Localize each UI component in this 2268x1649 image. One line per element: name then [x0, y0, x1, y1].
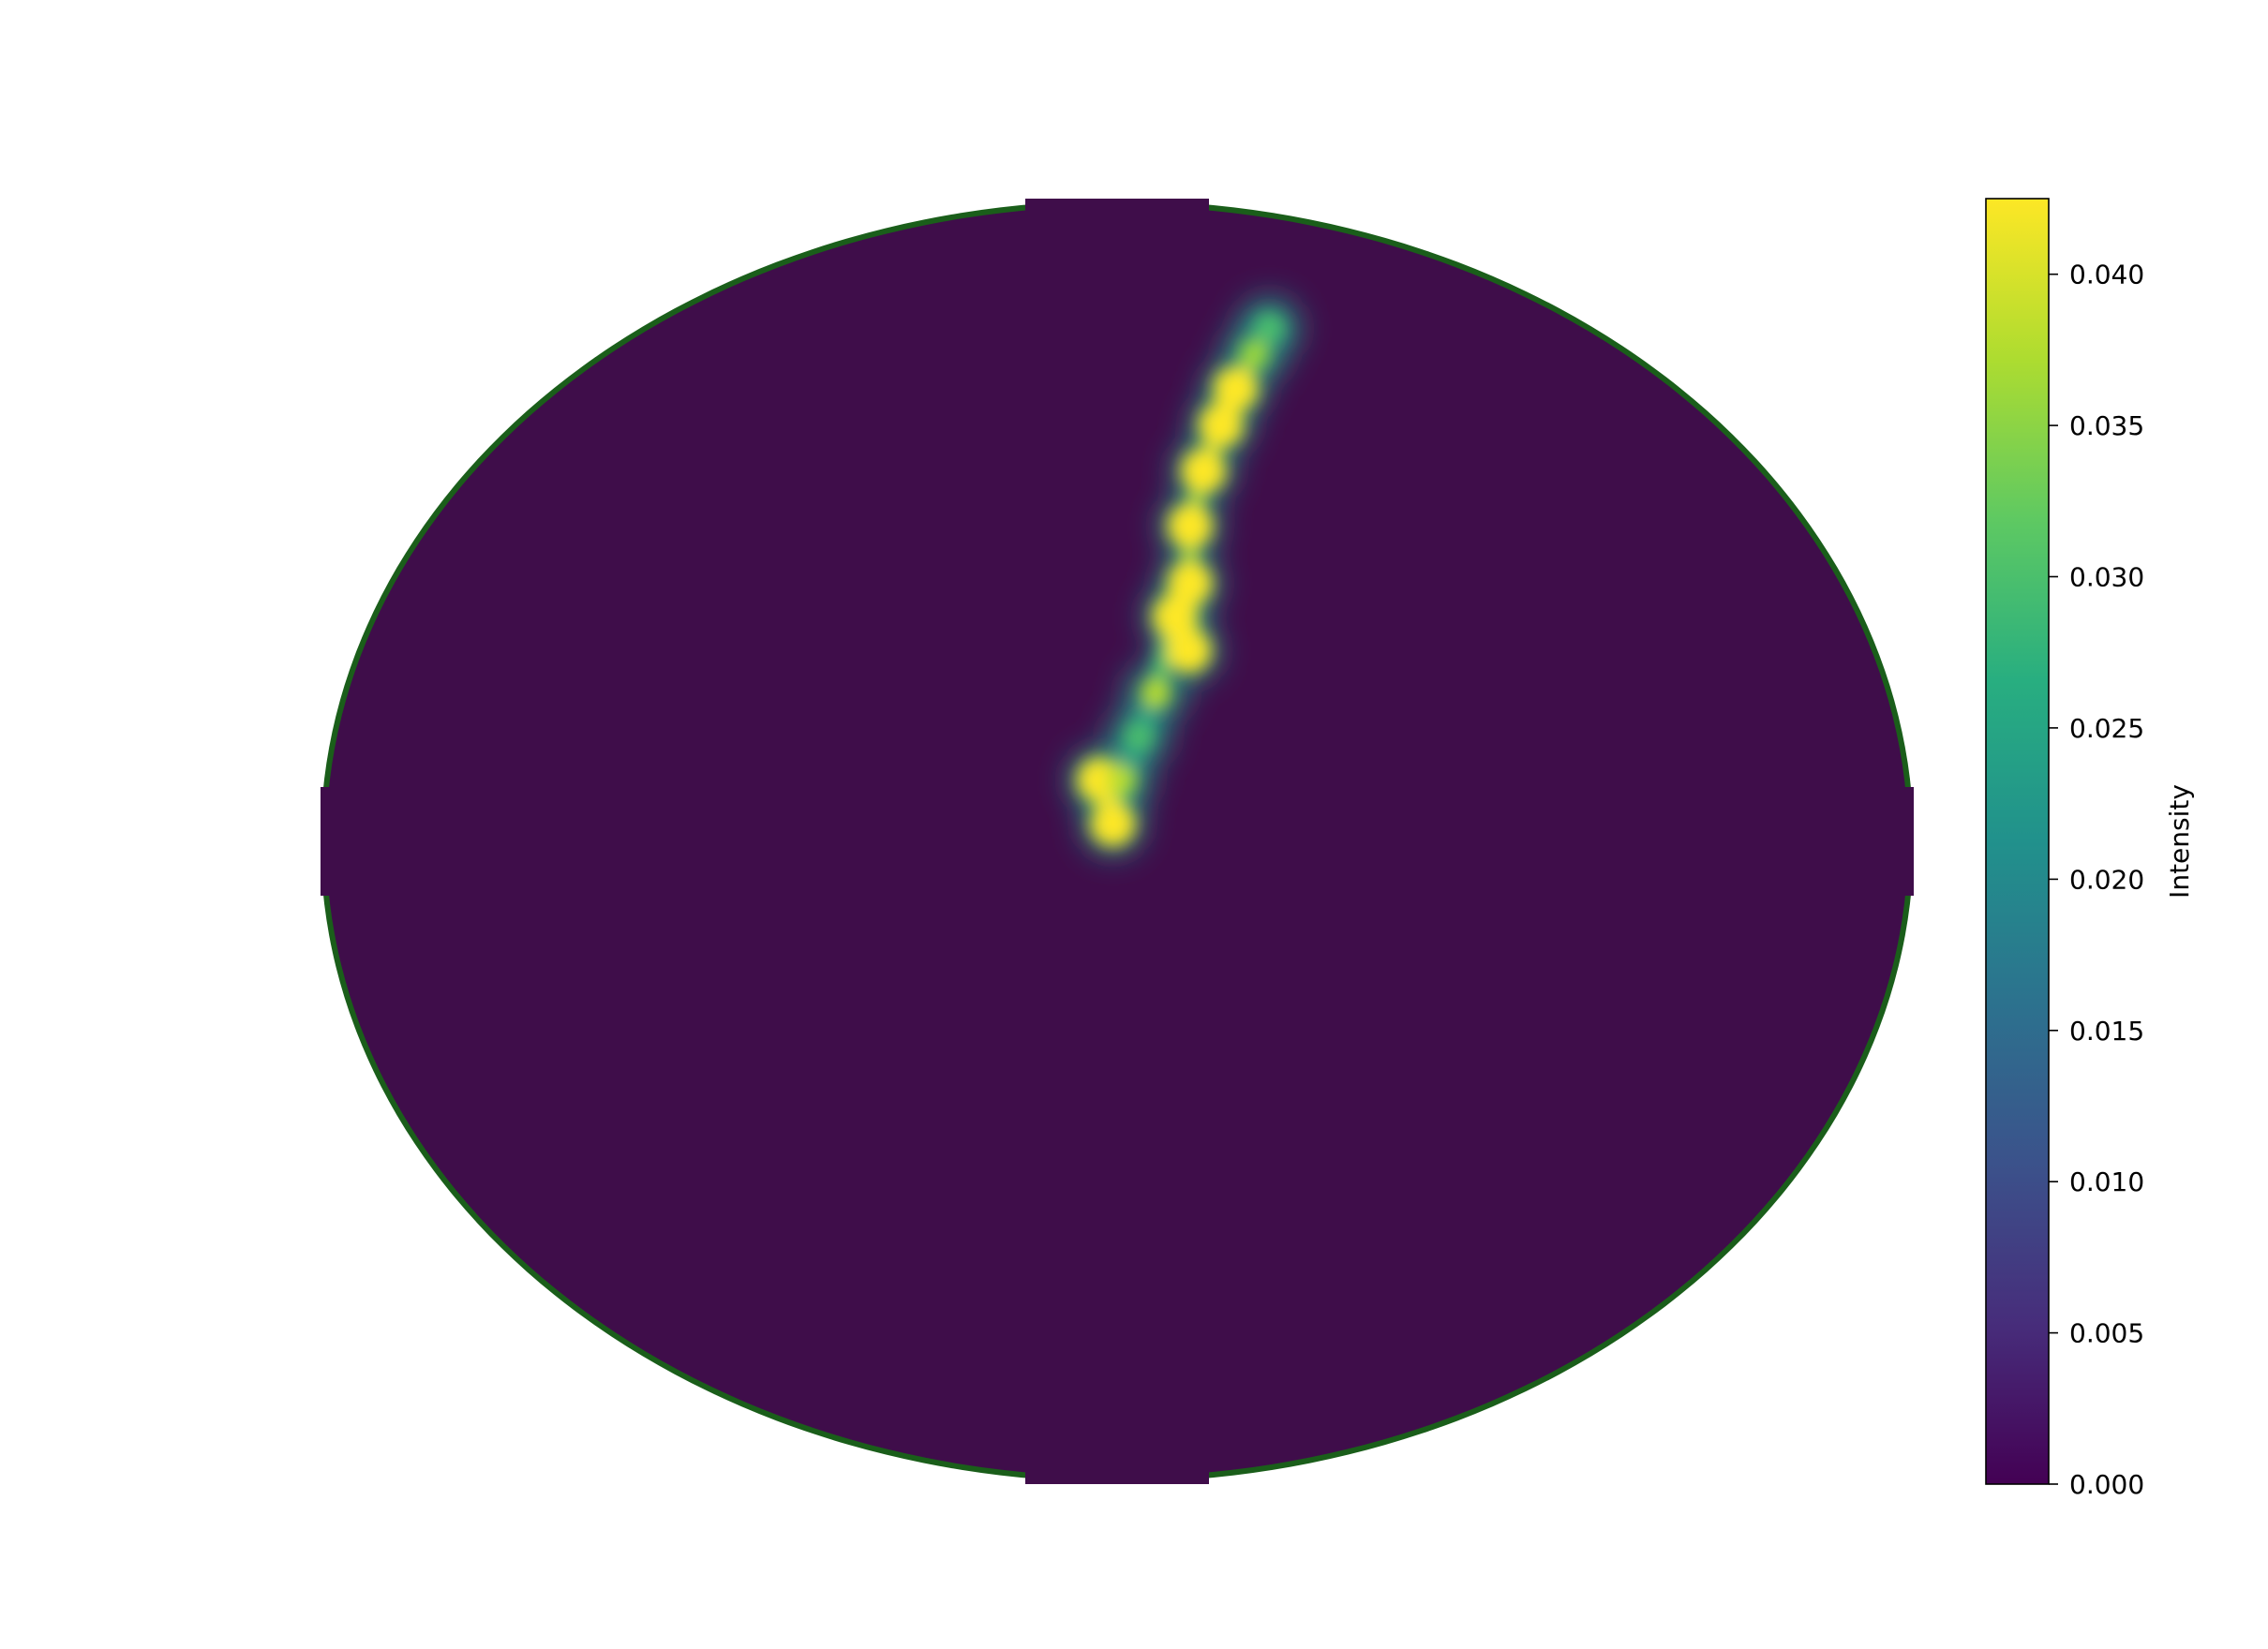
feature-blob [1124, 721, 1155, 752]
colorbar-label: Intensity [2164, 784, 2195, 899]
feature-blob [1198, 402, 1244, 448]
colorbar-tick-label: 0.020 [2069, 864, 2144, 895]
colorbar-tick-label: 0.005 [2069, 1318, 2144, 1349]
feature-blob [1167, 560, 1213, 606]
feature-blob [1213, 366, 1259, 412]
colorbar-gradient [1985, 198, 2050, 1485]
colorbar-tick-label: 0.040 [2069, 260, 2144, 290]
feature-blob [1181, 448, 1227, 494]
feature-blob [1090, 801, 1136, 847]
map-top-cap [1025, 199, 1209, 215]
colorbar-tick-label: 0.000 [2069, 1469, 2144, 1500]
feature-blob [1166, 628, 1212, 674]
colorbar-tick-label: 0.025 [2069, 713, 2144, 744]
map-bottom-cap [1025, 1467, 1209, 1484]
colorbar-tick-label: 0.010 [2069, 1166, 2144, 1197]
colorbar: 0.000 0.005 0.010 0.015 0.020 0.025 0.030 0.035… [1985, 198, 2195, 1500]
sky-map [321, 199, 1914, 1484]
feature-blob [1254, 312, 1285, 343]
feature-blob [1141, 678, 1171, 708]
map-right-cap [1899, 787, 1914, 896]
feature-blob [1239, 339, 1270, 370]
colorbar-tick-label: 0.030 [2069, 562, 2144, 593]
feature-blob [1106, 765, 1137, 795]
feature-blob [1077, 757, 1123, 803]
feature-blob [1167, 503, 1213, 549]
colorbar-tick-label: 0.015 [2069, 1016, 2144, 1047]
colorbar-tick-label: 0.035 [2069, 410, 2144, 441]
map-left-cap [321, 787, 336, 896]
